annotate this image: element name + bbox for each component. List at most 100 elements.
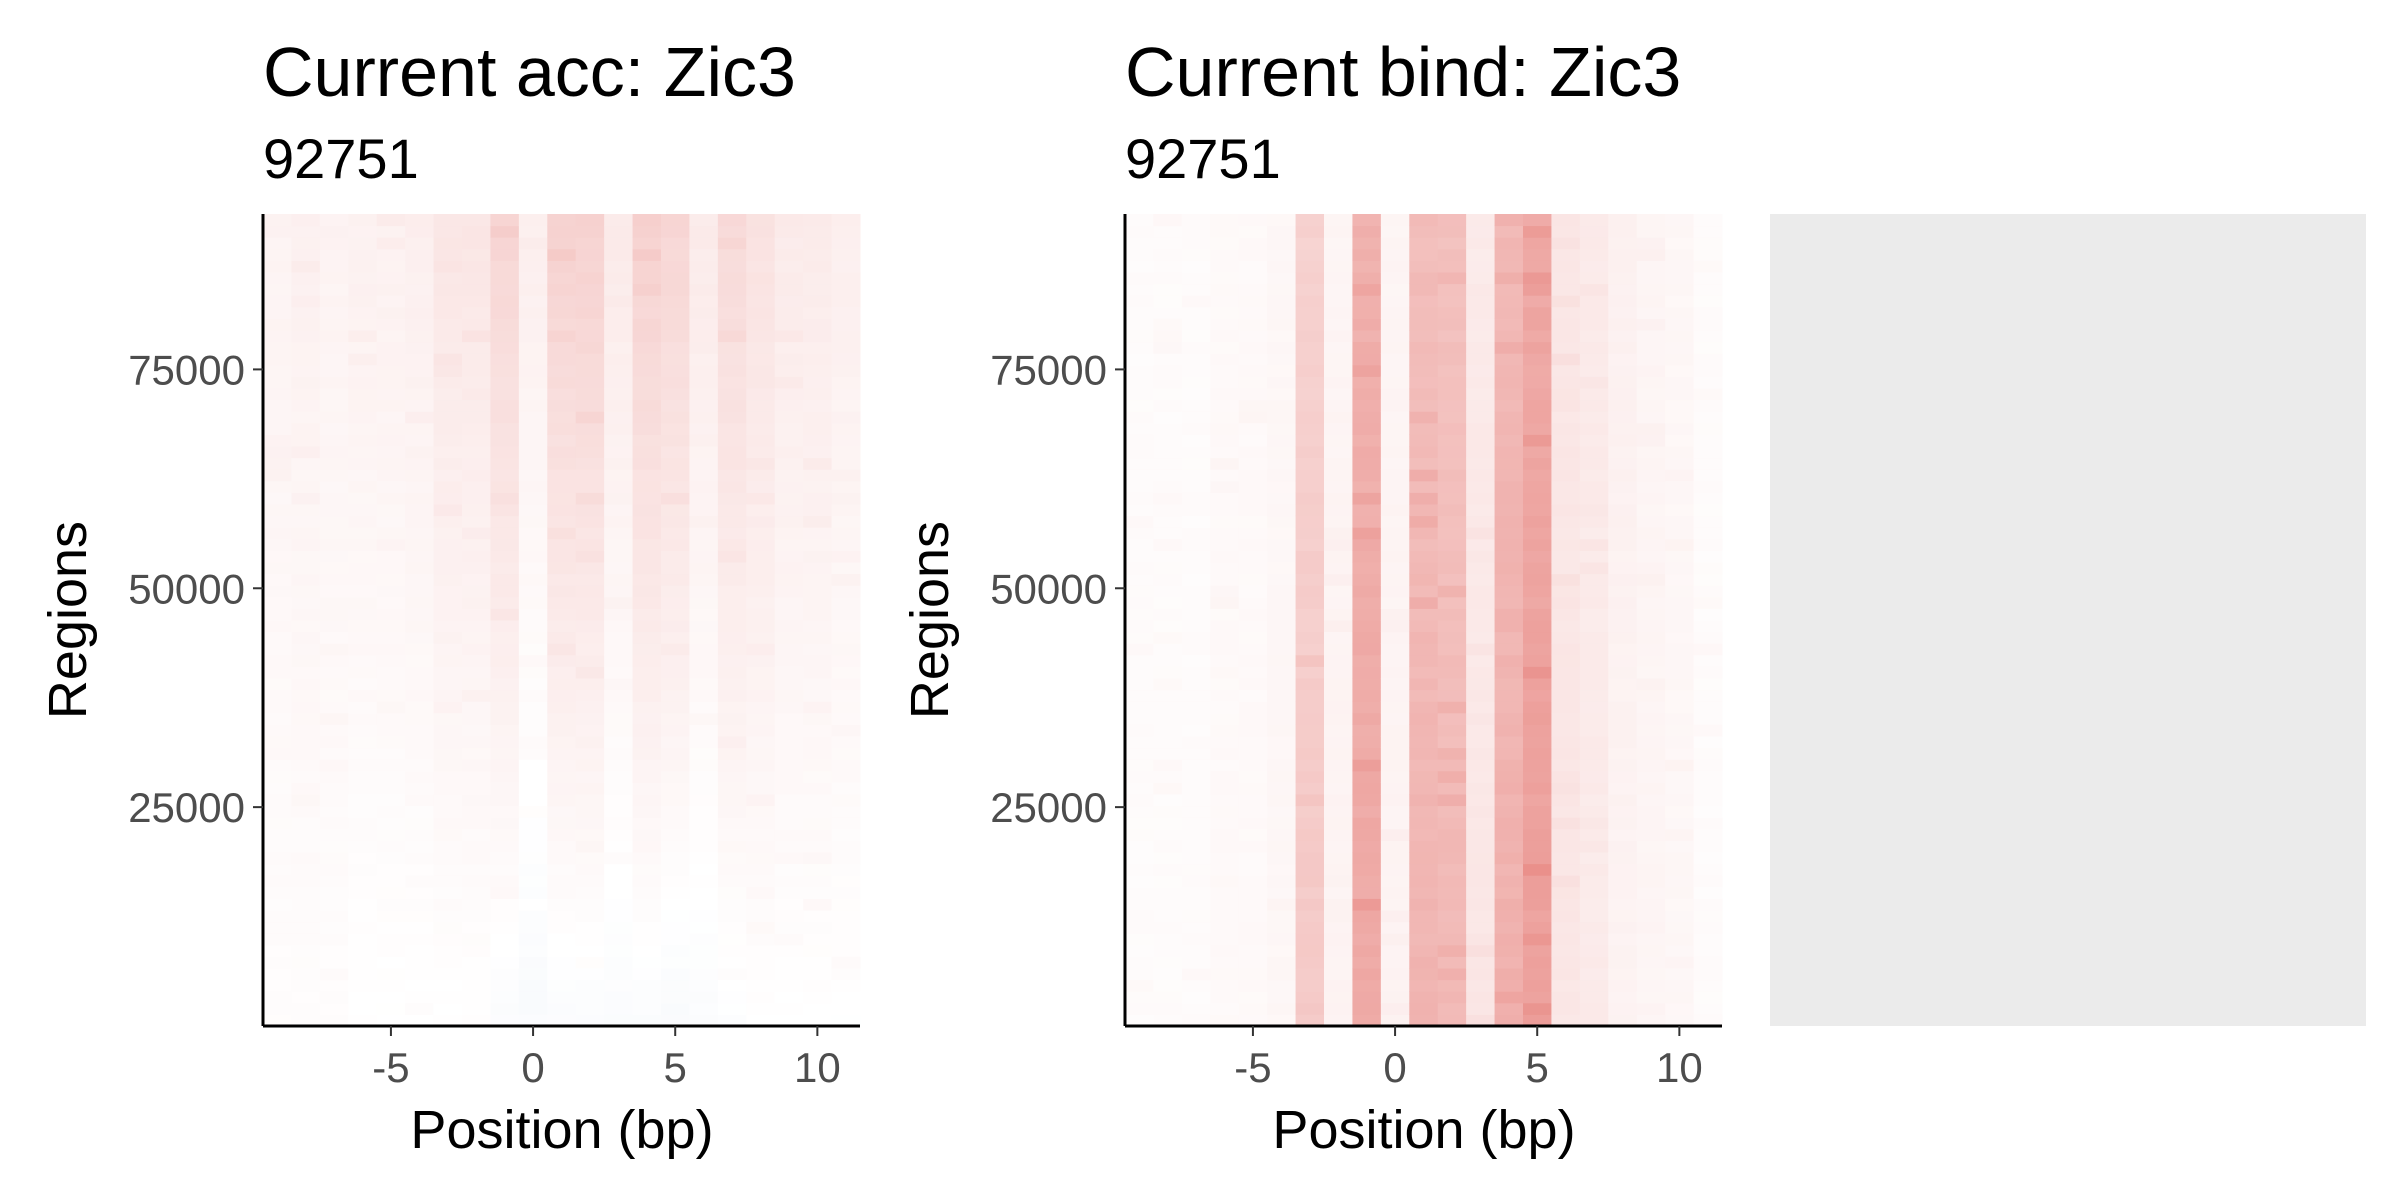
heatmap-cell xyxy=(490,898,520,911)
heatmap-cell xyxy=(291,562,321,575)
heatmap-cell xyxy=(405,991,435,1004)
heatmap-cell xyxy=(547,562,577,575)
heatmap-cell xyxy=(803,573,833,586)
heatmap-cell xyxy=(774,1002,804,1015)
heatmap-cell xyxy=(831,272,861,285)
heatmap-cell xyxy=(1153,469,1183,482)
heatmap-cell xyxy=(1494,457,1524,470)
heatmap-cell xyxy=(433,562,463,575)
heatmap-cell xyxy=(575,701,605,714)
heatmap-cell xyxy=(1551,573,1581,586)
heatmap-cell xyxy=(518,898,548,911)
heatmap-cell xyxy=(547,272,577,285)
heatmap-cell xyxy=(1636,921,1666,934)
heatmap-cell xyxy=(319,944,349,957)
heatmap-cell xyxy=(1153,330,1183,343)
heatmap-cell xyxy=(433,260,463,273)
heatmap-cell xyxy=(575,318,605,331)
heatmap-cell xyxy=(1238,248,1268,261)
heatmap-cell xyxy=(405,968,435,981)
heatmap-cell xyxy=(518,643,548,656)
heatmap-cell xyxy=(1693,736,1723,749)
heatmap-cell xyxy=(1153,550,1183,563)
heatmap-cell xyxy=(291,585,321,598)
heatmap-cell xyxy=(1352,678,1382,691)
heatmap-cell xyxy=(1181,956,1211,969)
heatmap-cell xyxy=(575,979,605,992)
heatmap-cell xyxy=(1409,272,1439,285)
heatmap-cell xyxy=(348,991,378,1004)
heatmap-cell xyxy=(831,434,861,447)
heatmap-cell xyxy=(1665,492,1695,505)
heatmap-cell xyxy=(1352,631,1382,644)
heatmap-cell xyxy=(604,724,634,737)
heatmap-cell xyxy=(405,724,435,737)
heatmap-cell xyxy=(433,852,463,865)
heatmap-cell xyxy=(433,643,463,656)
heatmap-cell xyxy=(1579,504,1609,517)
heatmap-cell xyxy=(1579,736,1609,749)
heatmap-cell xyxy=(1125,747,1154,760)
heatmap-cell xyxy=(604,770,634,783)
heatmap-cell xyxy=(1693,631,1723,644)
heatmap-cell xyxy=(774,620,804,633)
heatmap-cell xyxy=(604,794,634,807)
heatmap-cell xyxy=(1352,515,1382,528)
heatmap-cell xyxy=(433,724,463,737)
heatmap-cell xyxy=(1665,886,1695,899)
heatmap-cell xyxy=(1324,538,1353,551)
heatmap-cell xyxy=(1409,411,1439,424)
heatmap-cell xyxy=(518,1014,548,1027)
heatmap-cell xyxy=(1409,457,1439,470)
heatmap-cell xyxy=(689,701,719,714)
heatmap-cell xyxy=(717,875,747,888)
heatmap-cell xyxy=(1352,910,1382,923)
heatmap-cell xyxy=(717,782,747,795)
heatmap-cell xyxy=(1409,933,1439,946)
heatmap-cell xyxy=(575,770,605,783)
heatmap-cell xyxy=(1352,469,1382,482)
heatmap-cell xyxy=(717,898,747,911)
heatmap-cell xyxy=(1494,736,1524,749)
heatmap-cell xyxy=(632,446,662,459)
heatmap-cell xyxy=(1466,747,1496,760)
heatmap-cell xyxy=(1295,817,1325,830)
heatmap-cell xyxy=(1153,434,1183,447)
heatmap-cell xyxy=(1409,840,1439,853)
heatmap-cell xyxy=(1693,399,1723,412)
heatmap-cell xyxy=(405,689,435,702)
heatmap-cell xyxy=(1324,620,1353,633)
heatmap-cell xyxy=(575,852,605,865)
heatmap-cell xyxy=(1324,330,1353,343)
heatmap-cell xyxy=(1181,770,1211,783)
heatmap-cell xyxy=(1466,434,1496,447)
heatmap-cell xyxy=(319,747,349,760)
heatmap-cell xyxy=(604,608,634,621)
heatmap-cell xyxy=(1608,921,1638,934)
heatmap-cell xyxy=(348,504,378,517)
heatmap-cell xyxy=(291,666,321,679)
heatmap-cell xyxy=(518,237,548,250)
heatmap-cell xyxy=(604,631,634,644)
heatmap-cell xyxy=(319,353,349,366)
heatmap-cell xyxy=(1181,991,1211,1004)
heatmap-cell xyxy=(1267,631,1297,644)
heatmap-cell xyxy=(1466,538,1496,551)
heatmap-cell xyxy=(1380,585,1410,598)
heatmap-cell xyxy=(376,654,406,667)
heatmap-cell xyxy=(1693,457,1723,470)
heatmap-cell xyxy=(1665,956,1695,969)
heatmap-cell xyxy=(319,550,349,563)
heatmap-cell xyxy=(376,817,406,830)
heatmap-cell xyxy=(263,318,292,331)
heatmap-cell xyxy=(1579,1014,1609,1027)
heatmap-cell xyxy=(1409,237,1439,250)
heatmap-cell xyxy=(1466,504,1496,517)
heatmap-cell xyxy=(1153,515,1183,528)
heatmap-cell xyxy=(1437,712,1467,725)
heatmap-cell xyxy=(1523,469,1552,482)
heatmap-cell xyxy=(462,469,491,482)
heatmap-cell xyxy=(1238,492,1268,505)
heatmap-cell xyxy=(433,399,463,412)
heatmap-cell xyxy=(1579,214,1609,227)
